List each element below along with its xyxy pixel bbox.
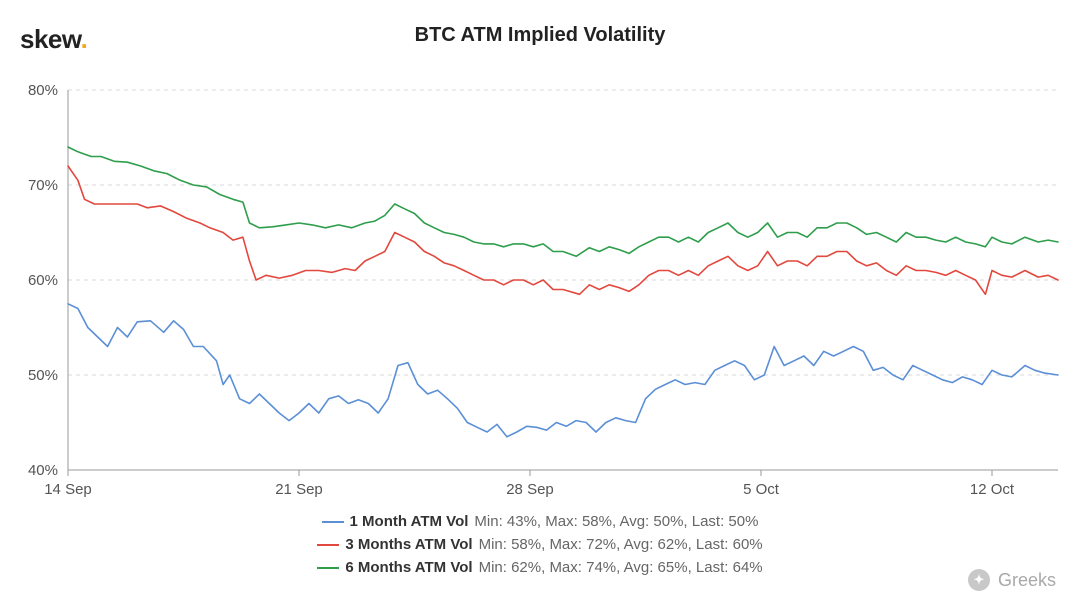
- source-label: Greeks: [998, 570, 1056, 591]
- svg-text:80%: 80%: [28, 82, 58, 99]
- legend-swatch: [317, 544, 339, 546]
- svg-text:28 Sep: 28 Sep: [506, 481, 554, 498]
- legend-series-name: 6 Months ATM Vol: [345, 557, 472, 579]
- chart-container: skew. BTC ATM Implied Volatility 40%50%6…: [0, 0, 1080, 603]
- svg-text:60%: 60%: [28, 272, 58, 289]
- legend-series-name: 3 Months ATM Vol: [345, 534, 472, 556]
- svg-text:50%: 50%: [28, 367, 58, 384]
- legend-item: 3 Months ATM Vol Min: 58%, Max: 72%, Avg…: [317, 534, 762, 556]
- svg-text:70%: 70%: [28, 177, 58, 194]
- svg-text:21 Sep: 21 Sep: [275, 481, 323, 498]
- legend-series-stats: Min: 43%, Max: 58%, Avg: 50%, Last: 50%: [474, 511, 758, 533]
- legend-series-name: 1 Month ATM Vol: [350, 511, 469, 533]
- source-watermark: ✦ Greeks: [968, 569, 1056, 591]
- legend-item: 6 Months ATM Vol Min: 62%, Max: 74%, Avg…: [317, 557, 762, 579]
- svg-text:14 Sep: 14 Sep: [44, 481, 92, 498]
- legend-series-stats: Min: 58%, Max: 72%, Avg: 62%, Last: 60%: [479, 534, 763, 556]
- legend-swatch: [322, 521, 344, 523]
- svg-text:5 Oct: 5 Oct: [743, 481, 780, 498]
- wechat-icon: ✦: [968, 569, 990, 591]
- svg-text:12 Oct: 12 Oct: [970, 481, 1015, 498]
- legend-series-stats: Min: 62%, Max: 74%, Avg: 65%, Last: 64%: [479, 557, 763, 579]
- chart-legend: 1 Month ATM Vol Min: 43%, Max: 58%, Avg:…: [0, 510, 1080, 579]
- svg-text:40%: 40%: [28, 462, 58, 479]
- legend-swatch: [317, 567, 339, 569]
- legend-item: 1 Month ATM Vol Min: 43%, Max: 58%, Avg:…: [322, 511, 759, 533]
